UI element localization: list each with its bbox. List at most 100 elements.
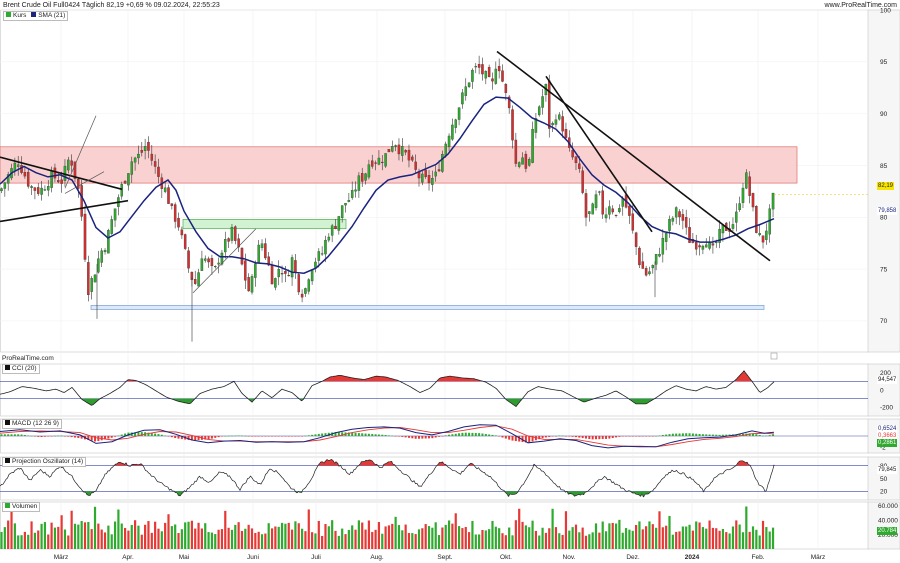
volume-bar	[167, 514, 170, 549]
macd-histogram-bar	[114, 436, 117, 437]
volume-bar	[83, 522, 87, 549]
brand-link[interactable]: www.ProRealTime.com	[824, 2, 897, 9]
volume-bar	[761, 520, 765, 549]
candle-body	[43, 189, 47, 191]
volume-bar	[701, 527, 704, 549]
macd-histogram-bar	[220, 436, 223, 437]
volume-bar	[437, 535, 441, 549]
macd-histogram-bar	[157, 434, 160, 436]
candle-body	[668, 218, 671, 231]
volume-bar	[190, 520, 193, 549]
volume-bar	[514, 520, 517, 549]
volume-bar	[107, 525, 110, 549]
volume-bar	[755, 529, 758, 549]
macd-histogram-bar	[464, 432, 467, 436]
volume-bar	[518, 508, 521, 549]
macd-histogram-bar	[635, 436, 638, 437]
candle-body	[77, 178, 80, 189]
volume-bar	[751, 526, 755, 549]
macd-histogram-bar	[655, 435, 658, 437]
macd-histogram-bar	[418, 436, 420, 439]
macd-histogram-bar	[481, 433, 484, 436]
candle-body	[591, 203, 594, 215]
macd-histogram-bar	[755, 434, 758, 436]
vol-legend: Volumen	[2, 502, 41, 512]
volume-bar	[488, 529, 491, 549]
macd-histogram-bar	[321, 433, 324, 436]
candle-body	[33, 187, 37, 191]
volume-bar	[471, 520, 474, 549]
candle-body	[53, 167, 57, 179]
macd-histogram-bar	[294, 436, 297, 437]
candle-body	[497, 65, 501, 72]
macd-histogram-bar	[170, 436, 173, 438]
volume-bar	[678, 531, 681, 549]
trendline	[0, 199, 129, 223]
volume-bar	[695, 521, 698, 549]
volume-bar	[267, 523, 270, 549]
volume-bar	[127, 530, 130, 549]
volume-bar	[771, 527, 775, 549]
volume-bar	[478, 534, 481, 549]
volume-bar	[144, 524, 147, 549]
macd-histogram-bar	[297, 436, 300, 437]
volume-bar	[541, 527, 544, 549]
candle-body	[421, 173, 424, 183]
volume-bar	[641, 529, 644, 549]
candle-body	[147, 142, 150, 151]
macd-histogram-bar	[748, 433, 751, 436]
candle-body	[30, 186, 33, 188]
x-tick-label: Apr.	[122, 554, 134, 561]
volume-bar	[113, 521, 117, 549]
candle-body	[90, 278, 93, 292]
volume-bar	[53, 527, 57, 549]
volume-bar	[227, 527, 230, 549]
volume-bar	[538, 535, 541, 549]
candle-body	[514, 139, 518, 164]
macd-histogram-bar	[571, 436, 574, 437]
candle-body	[167, 187, 170, 204]
candle-body	[157, 166, 160, 177]
volume-bar	[47, 534, 50, 549]
volume-bar	[334, 530, 337, 549]
candle-body	[477, 64, 481, 68]
candle-body	[711, 243, 715, 246]
volume-bar	[217, 529, 220, 549]
candle-body	[765, 230, 768, 240]
macd-histogram-bar	[401, 436, 404, 437]
trendline	[496, 50, 771, 262]
candle-body	[324, 239, 327, 255]
price-legend: Kurs SMA (21)	[3, 11, 69, 21]
macd-histogram-bar	[605, 436, 608, 439]
volume-bar	[110, 534, 113, 549]
volume-bar	[481, 529, 484, 549]
x-tick-label: Dez.	[626, 554, 640, 561]
candle-body	[628, 205, 631, 216]
macd-histogram-bar	[230, 435, 233, 437]
volume-bar	[247, 524, 250, 549]
macd-histogram-bar	[237, 435, 240, 436]
macd-histogram-bar	[57, 435, 60, 437]
candle-body	[541, 96, 544, 108]
candle-body	[534, 118, 538, 133]
volume-bar	[341, 528, 344, 549]
candle-body	[267, 256, 270, 266]
macd-histogram-bar	[661, 435, 664, 436]
candle-body	[501, 70, 504, 82]
macd-title: MACD (12 26 9)	[12, 420, 59, 427]
macd-histogram-bar	[271, 436, 274, 437]
macd-histogram-bar	[434, 436, 437, 438]
volume-bar	[57, 526, 60, 549]
macd-histogram-bar	[564, 436, 567, 437]
volume-bar	[551, 508, 554, 549]
x-tick-label: 2024	[685, 554, 700, 561]
volume-bar	[70, 510, 73, 549]
candle-body	[103, 250, 107, 253]
macd-histogram-bar	[87, 436, 90, 441]
volume-bar	[504, 535, 507, 549]
macd-histogram-bar	[20, 434, 23, 436]
volume-bar	[578, 532, 581, 549]
candle-body	[584, 193, 588, 218]
volume-bar	[174, 524, 177, 549]
